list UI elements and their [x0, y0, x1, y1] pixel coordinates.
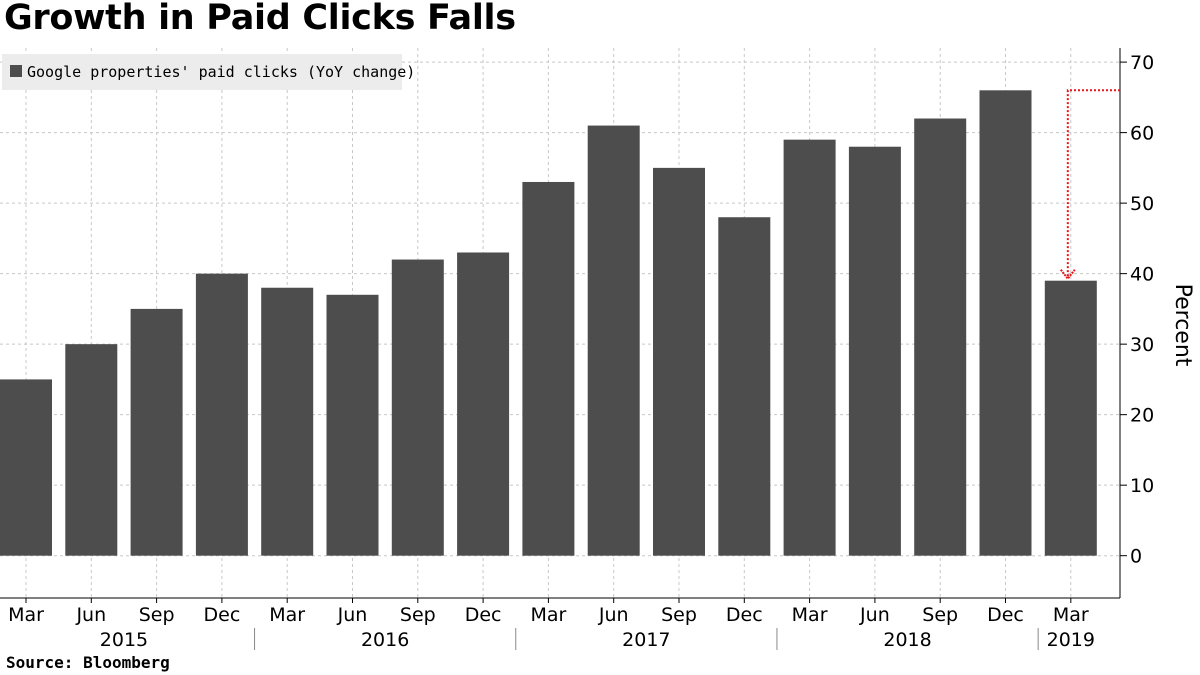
bar — [1044, 280, 1097, 556]
chart-title: Growth in Paid Clicks Falls — [4, 0, 516, 38]
bar — [653, 167, 705, 556]
x-year-label: 2018 — [883, 629, 931, 651]
x-tick-label: Mar — [1053, 604, 1089, 626]
x-tick-label: Jun — [859, 604, 890, 626]
annotation — [1060, 89, 1120, 281]
bar — [130, 308, 183, 556]
x-tick-label: Dec — [465, 604, 502, 626]
x-tick-label: Sep — [139, 604, 175, 626]
legend-box — [2, 54, 402, 90]
bar — [783, 139, 836, 556]
y-tick-label: 30 — [1130, 334, 1154, 356]
x-tick-label: Dec — [726, 604, 763, 626]
x-year-label: 2015 — [100, 629, 148, 651]
bar — [587, 125, 640, 556]
x-tick-label: Sep — [922, 604, 958, 626]
y-tick-label: 60 — [1130, 123, 1154, 145]
x-tick-label: Mar — [530, 604, 566, 626]
annotation-arrow-head — [1060, 269, 1076, 281]
bar — [979, 90, 1032, 556]
legend-swatch — [10, 65, 22, 77]
y-tick-label: 20 — [1130, 405, 1154, 427]
y-tick-label: 70 — [1130, 52, 1154, 74]
bar — [718, 217, 771, 556]
bar — [261, 287, 314, 556]
y-axis-label: Percent — [1170, 284, 1195, 367]
annotation-arrow-line — [1066, 89, 1120, 278]
bar — [457, 252, 510, 556]
x-tick-label: Mar — [792, 604, 828, 626]
bar — [391, 259, 444, 556]
x-tick-label: Mar — [269, 604, 305, 626]
y-tick-label: 50 — [1130, 193, 1154, 215]
x-tick-label: Dec — [987, 604, 1024, 626]
x-tick-label: Sep — [661, 604, 697, 626]
y-tick-label: 40 — [1130, 264, 1154, 286]
bar — [65, 344, 118, 556]
x-tick-label: Jun — [337, 604, 368, 626]
x-year-label: 2019 — [1047, 629, 1095, 651]
bar — [848, 146, 901, 556]
axes: 0 10 20 30 40 50 60 70 Percent Mar Jun Sep Dec Mar Jun… — [0, 48, 1195, 651]
x-tick-label: Sep — [400, 604, 436, 626]
bar — [522, 181, 575, 556]
legend-label: Google properties' paid clicks (YoY chan… — [27, 63, 415, 81]
y-tick-label: 10 — [1130, 475, 1154, 497]
x-tick-label: Jun — [75, 604, 106, 626]
bars — [0, 90, 1097, 556]
bar — [195, 273, 248, 556]
x-tick-label: Mar — [8, 604, 44, 626]
bar — [0, 379, 52, 556]
x-year-label: 2017 — [622, 629, 670, 651]
chart-source: Source: Bloomberg — [6, 653, 170, 672]
x-year-label: 2016 — [361, 629, 409, 651]
bar — [914, 118, 967, 556]
x-tick-label: Jun — [598, 604, 629, 626]
x-tick-label: Dec — [204, 604, 241, 626]
y-tick-label: 0 — [1130, 546, 1142, 568]
legend: Google properties' paid clicks (YoY chan… — [2, 54, 415, 90]
bar — [326, 294, 379, 556]
